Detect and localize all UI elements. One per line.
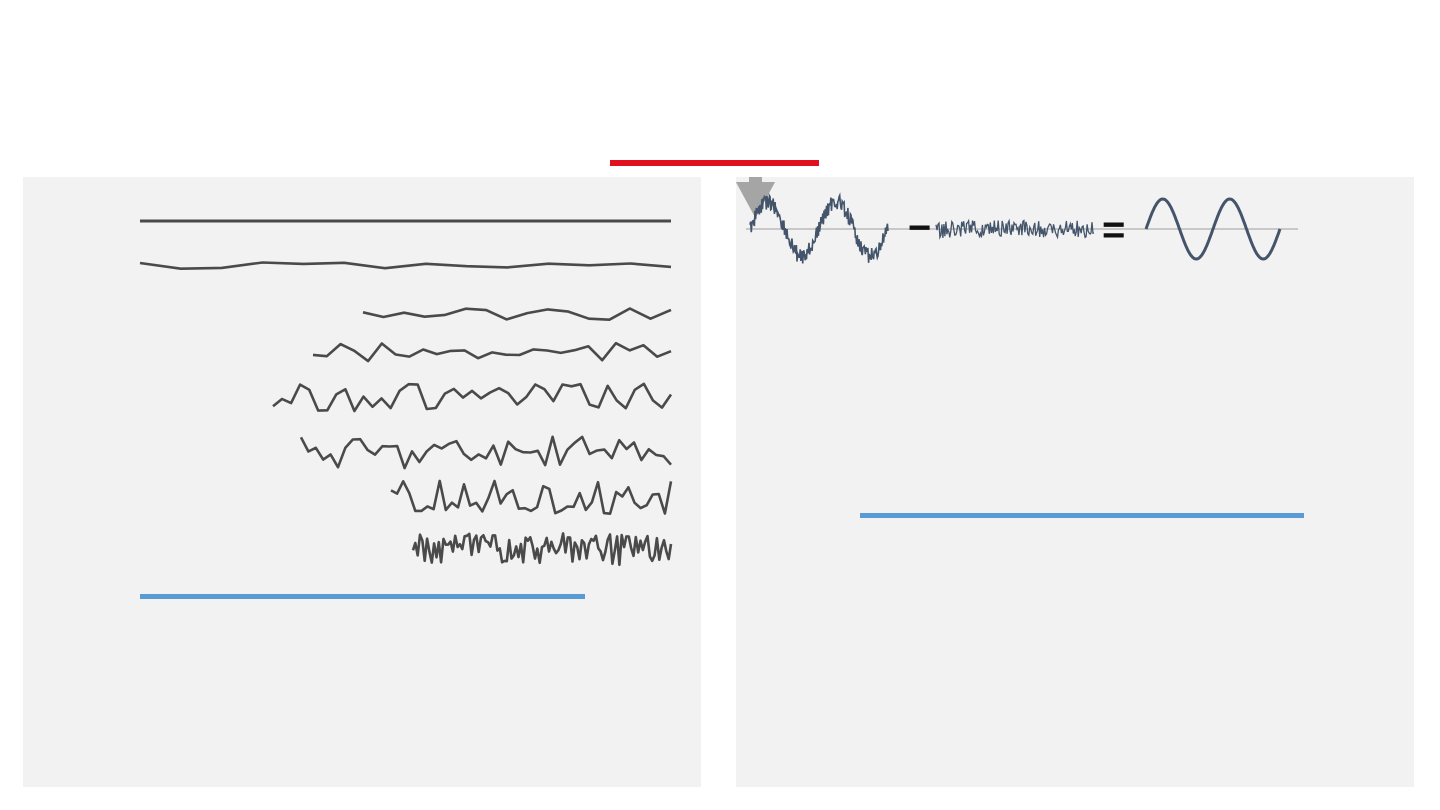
signal-minus-noise-equation: − =	[746, 192, 1298, 264]
noise-component-wave	[935, 218, 1095, 240]
frequency-levels-diagram	[139, 219, 673, 567]
frequency-trace-6	[299, 435, 672, 470]
right-panel-denoising: − =	[736, 177, 1414, 787]
frequency-trace-4	[312, 341, 672, 363]
frequency-trace-7	[390, 479, 673, 516]
clean-sine-wave	[1144, 197, 1282, 261]
title-underline-accent	[610, 160, 819, 166]
equals-operator: =	[1102, 208, 1125, 252]
minus-operator: −	[908, 206, 931, 250]
left-panel-decomposition	[23, 177, 701, 787]
frequency-trace-2	[139, 261, 672, 270]
frequency-trace-5	[272, 382, 673, 413]
noisy-signal-wave	[749, 192, 889, 264]
frequency-trace-8	[411, 532, 673, 567]
left-caption-underline	[140, 594, 585, 599]
frequency-trace-3	[362, 307, 672, 321]
right-caption-underline	[860, 513, 1304, 518]
down-arrow-icon	[736, 177, 775, 218]
